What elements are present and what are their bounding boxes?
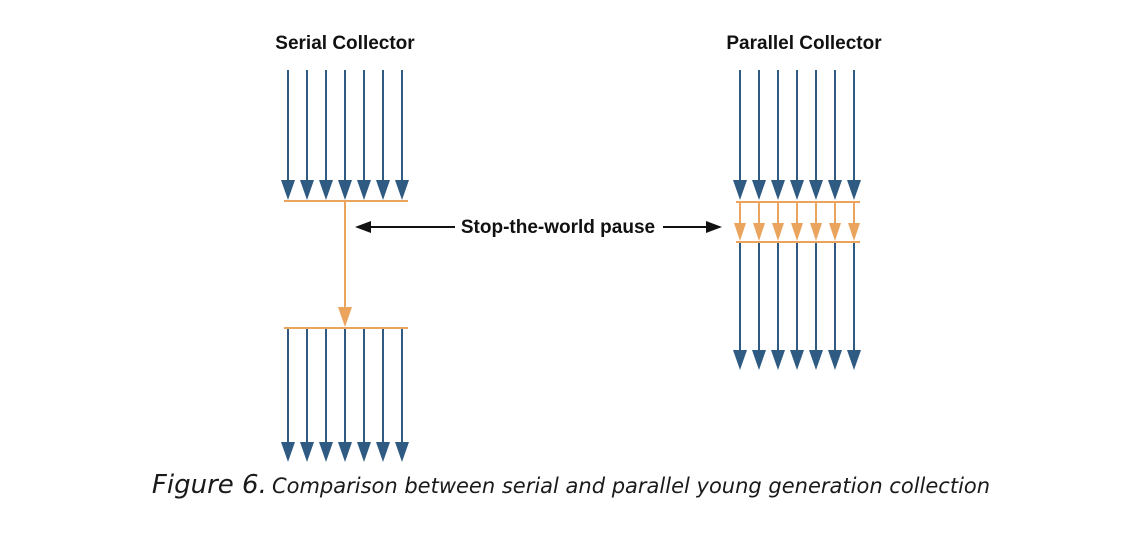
app-thread-arrow-top xyxy=(338,70,352,200)
app-thread-arrow-bottom xyxy=(790,243,804,370)
gc-thread-arrow xyxy=(829,203,841,241)
app-thread-arrow-bottom xyxy=(300,329,314,462)
app-thread-arrow-bottom xyxy=(376,329,390,462)
app-thread-arrow-bottom xyxy=(809,243,823,370)
figure-number: Figure 6. xyxy=(151,470,267,500)
parallel-collector-diagram xyxy=(733,70,861,370)
app-thread-arrow-bottom xyxy=(338,329,352,462)
pause-label: Stop-the-world pause xyxy=(461,217,655,238)
app-thread-arrow-top xyxy=(319,70,333,200)
app-thread-arrow-top xyxy=(828,70,842,200)
app-thread-arrow-bottom xyxy=(847,243,861,370)
app-thread-arrow-top xyxy=(771,70,785,200)
app-thread-arrow-bottom xyxy=(752,243,766,370)
app-thread-arrow-bottom xyxy=(319,329,333,462)
app-thread-arrow-bottom xyxy=(771,243,785,370)
figure-caption: Figure 6. Comparison between serial and … xyxy=(0,470,1142,500)
app-thread-arrow-bottom xyxy=(395,329,409,462)
caption-text: Comparison between serial and parallel y… xyxy=(271,474,991,498)
app-thread-arrow-bottom xyxy=(281,329,295,462)
pause-pointer-left-head xyxy=(355,221,371,233)
app-thread-arrow-top xyxy=(733,70,747,200)
serial-collector-diagram xyxy=(281,70,409,462)
gc-thread-arrow xyxy=(338,202,352,327)
app-thread-arrow-top xyxy=(847,70,861,200)
gc-thread-arrow xyxy=(772,203,784,241)
app-thread-arrow-bottom xyxy=(828,243,842,370)
gc-thread-arrow xyxy=(734,203,746,241)
app-thread-arrow-top xyxy=(752,70,766,200)
app-thread-arrow-top xyxy=(357,70,371,200)
app-thread-arrow-top xyxy=(300,70,314,200)
app-thread-arrow-top xyxy=(790,70,804,200)
app-thread-arrow-top xyxy=(376,70,390,200)
gc-thread-arrow xyxy=(810,203,822,241)
pause-annotation: Stop-the-world pause xyxy=(355,217,722,238)
app-thread-arrow-top xyxy=(395,70,409,200)
gc-thread-arrow xyxy=(848,203,860,241)
app-thread-arrow-top xyxy=(281,70,295,200)
gc-thread-arrow xyxy=(791,203,803,241)
app-thread-arrow-bottom xyxy=(733,243,747,370)
parallel-collector-title: Parallel Collector xyxy=(726,33,882,54)
serial-collector-title: Serial Collector xyxy=(275,33,415,54)
app-thread-arrow-bottom xyxy=(357,329,371,462)
pause-pointer-right-head xyxy=(706,221,722,233)
gc-thread-arrow xyxy=(753,203,765,241)
app-thread-arrow-top xyxy=(809,70,823,200)
